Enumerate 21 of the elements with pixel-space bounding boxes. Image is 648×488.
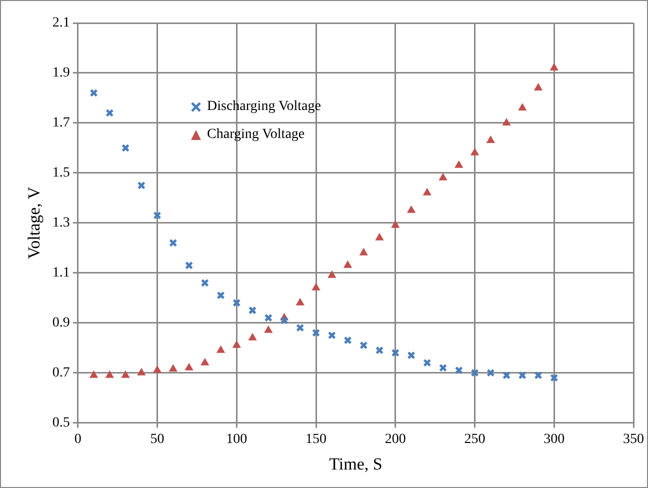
x-axis-title: Time, S [329,454,382,474]
y-tick-label: 1.9 [52,66,70,81]
y-tick-label: 1.5 [52,166,70,181]
x-tick-label: 0 [74,432,82,447]
y-tick-label: 1.3 [52,216,70,231]
x-tick-label: 250 [464,432,486,447]
y-tick-label: 0.5 [52,415,70,430]
y-axis-title: Voltage, V [24,186,44,259]
y-tick-label: 2.1 [52,16,70,31]
x-tick-label: 50 [150,432,164,447]
x-tick-label: 350 [623,432,644,447]
y-tick-label: 1.7 [52,116,70,131]
x-tick-label: 200 [384,432,406,447]
legend-label: Discharging Voltage [207,99,321,115]
y-tick-label: 1.1 [52,266,70,281]
y-tick-label: 0.7 [52,365,70,380]
x-tick-label: 150 [306,432,327,447]
y-tick-label: 0.9 [52,316,70,331]
x-tick-label: 100 [226,432,248,447]
x-tick-label: 300 [544,432,565,447]
legend-label: Charging Voltage [207,127,305,143]
